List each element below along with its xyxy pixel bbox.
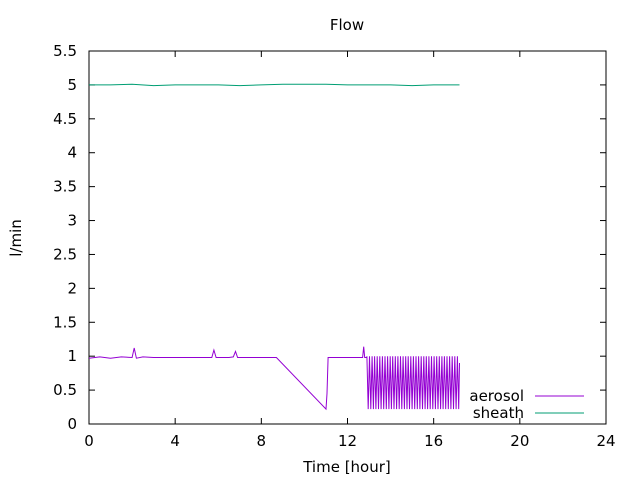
x-tick-label: 20	[510, 432, 529, 450]
y-tick-label: 1	[67, 347, 77, 365]
axis-ticks: 0 4 8 12 16 20 24 0 0.5 1 1.5 2 2.5 3 3.5 4 4.5 5 5.5	[53, 42, 615, 450]
x-tick-label: 4	[170, 432, 180, 450]
x-tick-label: 24	[596, 432, 615, 450]
x-tick-label: 16	[424, 432, 443, 450]
y-tick-label: 1.5	[53, 313, 77, 331]
x-tick-label: 12	[338, 432, 357, 450]
x-tick-label: 0	[84, 432, 94, 450]
series-lines	[88, 83, 460, 411]
series-line-aerosol	[88, 346, 460, 411]
legend-label-aerosol: aerosol	[469, 387, 524, 405]
y-tick-label: 0	[67, 415, 77, 433]
y-tick-label: 5	[67, 76, 77, 94]
legend-label-sheath: sheath	[473, 404, 524, 422]
y-tick-label: 4	[67, 144, 77, 162]
y-axis-label: l/min	[7, 219, 25, 257]
y-tick-label: 3	[67, 212, 77, 230]
series-line-sheath	[89, 83, 460, 87]
plot-frame	[88, 50, 607, 425]
chart-title: Flow	[330, 16, 364, 34]
y-tick-label: 3.5	[53, 178, 77, 196]
y-tick-label: 5.5	[53, 42, 77, 60]
y-tick-label: 2.5	[53, 245, 77, 263]
y-tick-label: 4.5	[53, 110, 77, 128]
x-axis-label: Time [hour]	[302, 458, 391, 476]
x-tick-label: 8	[257, 432, 267, 450]
y-tick-label: 2	[67, 279, 77, 297]
y-tick-label: 0.5	[53, 381, 77, 399]
